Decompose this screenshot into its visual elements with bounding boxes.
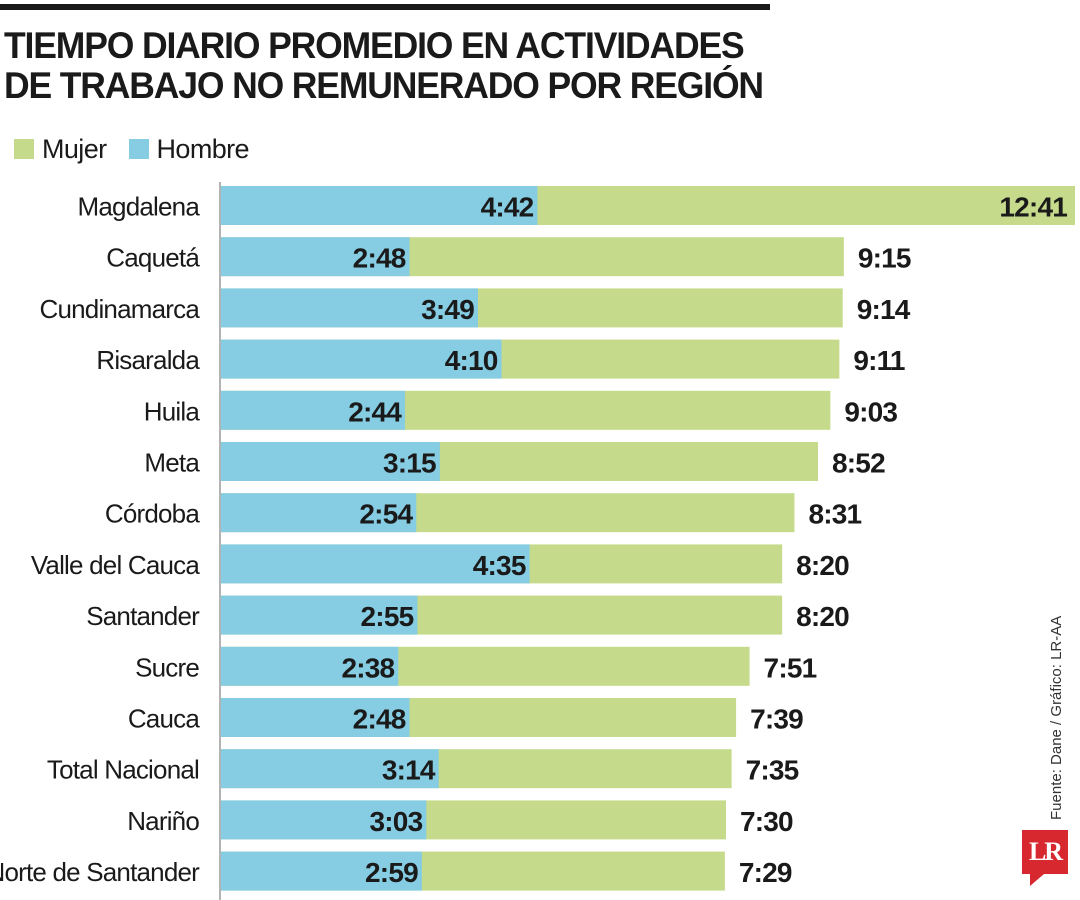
category-label: Magdalena <box>78 192 201 222</box>
category-label: Meta <box>144 448 200 478</box>
bar-hombre <box>221 186 538 225</box>
data-label-hombre: 4:35 <box>473 550 526 581</box>
data-label-mujer: 9:11 <box>853 345 905 376</box>
data-label-mujer: 9:15 <box>858 243 911 274</box>
data-label-mujer: 7:29 <box>739 857 792 888</box>
data-label-mujer: 7:51 <box>764 652 817 683</box>
bar-hombre <box>221 493 417 533</box>
legend-swatch-hombre <box>128 139 149 159</box>
data-label-mujer: 7:35 <box>746 755 799 786</box>
category-label: Cauca <box>128 704 200 734</box>
data-label-mujer: 9:03 <box>844 396 897 427</box>
data-label-hombre: 2:44 <box>348 396 402 427</box>
lr-logo-tail <box>1030 874 1044 886</box>
data-label-hombre: 2:38 <box>341 652 394 683</box>
data-label-mujer: 7:30 <box>740 806 793 837</box>
bar-hombre <box>221 646 399 686</box>
top-rule <box>0 4 770 10</box>
data-label-hombre: 2:48 <box>353 243 406 274</box>
source-note: Fuente: Dane / Gráfico: LR-AA <box>1048 615 1065 820</box>
bar-hombre <box>221 288 478 328</box>
category-label: Santander <box>86 601 200 631</box>
data-label-mujer: 8:52 <box>832 448 885 479</box>
data-label-mujer: 8:20 <box>796 550 849 581</box>
bar-hombre <box>221 442 440 481</box>
data-label-hombre: 2:48 <box>353 704 406 735</box>
data-label-hombre: 3:15 <box>383 448 436 479</box>
legend-item-hombre: Hombre <box>128 133 250 165</box>
category-label: Total Nacional <box>47 755 199 785</box>
data-label-mujer: 9:14 <box>857 294 911 325</box>
bar-hombre <box>221 698 410 737</box>
data-label-hombre: 4:42 <box>481 192 534 223</box>
data-label-mujer: 8:20 <box>796 601 849 632</box>
data-label-mujer: 8:31 <box>808 499 861 530</box>
bar-hombre <box>221 595 418 635</box>
category-label: Valle del Cauca <box>31 550 201 580</box>
lr-logo: LR <box>1022 830 1068 874</box>
legend-swatch-mujer <box>14 139 34 159</box>
data-label-mujer: 7:39 <box>750 704 803 735</box>
legend-item-mujer: Mujer <box>14 134 107 165</box>
legend-label-hombre: Hombre <box>156 133 250 164</box>
category-label: Córdoba <box>105 499 200 529</box>
category-label: Risaralda <box>96 345 200 375</box>
data-label-hombre: 2:59 <box>365 857 418 888</box>
data-label-hombre: 3:49 <box>421 294 474 325</box>
category-label: Norte de Santander <box>0 857 200 887</box>
data-label-hombre: 2:55 <box>361 601 414 632</box>
category-label: Nariño <box>127 806 199 836</box>
bar-hombre <box>221 390 406 430</box>
data-label-hombre: 4:10 <box>445 345 498 376</box>
data-label-mujer: 12:41 <box>999 192 1067 223</box>
legend-label-mujer: Mujer <box>42 133 107 164</box>
bar-hombre <box>221 339 502 379</box>
data-label-hombre: 3:14 <box>382 755 436 786</box>
category-label: Caquetá <box>106 243 200 273</box>
category-label: Sucre <box>135 652 199 682</box>
bar-hombre <box>221 800 427 840</box>
data-label-hombre: 3:03 <box>370 806 423 837</box>
data-label-hombre: 2:54 <box>359 499 413 530</box>
bar-hombre <box>221 851 422 891</box>
category-label: Cundinamarca <box>40 294 201 324</box>
bar-hombre <box>221 544 530 584</box>
chart-title: TIEMPO DIARIO PROMEDIO EN ACTIVIDADES DE… <box>4 25 764 106</box>
legend: Mujer Hombre <box>14 132 271 166</box>
bar-hombre <box>221 749 439 789</box>
category-label: Huila <box>144 396 201 426</box>
bar-hombre <box>221 237 410 277</box>
